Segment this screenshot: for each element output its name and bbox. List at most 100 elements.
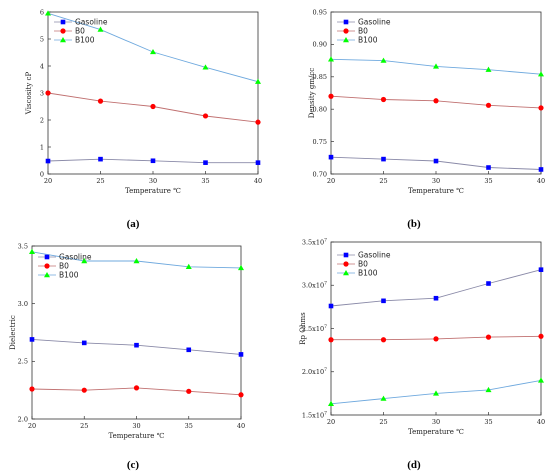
x-tick-label: 25: [379, 177, 387, 185]
y-tick-label: 0.95: [313, 8, 327, 16]
series-b0: [328, 333, 544, 343]
data-point: [538, 71, 544, 77]
legend-label: B100: [358, 36, 378, 45]
data-point: [133, 257, 140, 264]
series-b100: [328, 377, 544, 406]
series-b0: [45, 90, 261, 125]
legend-label: B100: [59, 271, 79, 280]
legend-marker: [343, 28, 349, 34]
data-point: [433, 98, 439, 104]
data-point: [185, 263, 192, 269]
data-point: [150, 48, 156, 55]
data-point: [202, 64, 209, 70]
data-point: [238, 264, 244, 271]
data-point: [380, 337, 387, 343]
series-b0: [328, 93, 544, 111]
data-point: [328, 400, 334, 406]
data-point: [538, 377, 544, 383]
x-tick-label: 35: [484, 177, 492, 185]
series-gasoline: [29, 337, 244, 357]
x-tick-label: 40: [537, 418, 545, 426]
data-point: [255, 160, 261, 165]
series-b100: [328, 56, 544, 77]
x-axis-label: Temperature ℃: [408, 428, 464, 436]
data-point: [255, 78, 261, 84]
y-tick-label: 0.90: [313, 41, 327, 49]
y-tick-label: 2.0x107: [302, 367, 327, 376]
x-tick-label: 25: [80, 422, 88, 430]
x-tick-label: 25: [96, 177, 104, 185]
x-tick-label: 35: [484, 418, 492, 426]
x-axis-label: Temperature ℃: [125, 187, 181, 195]
data-point: [328, 337, 334, 343]
data-point: [486, 165, 491, 170]
y-tick-exponent: 7: [324, 281, 327, 287]
x-tick-label: 20: [44, 177, 52, 185]
data-point: [255, 119, 261, 125]
legend-marker: [343, 270, 349, 276]
y-tick-label: 3: [40, 89, 44, 97]
y-tick-label: 1: [40, 143, 44, 151]
y-tick-label: 0.70: [313, 170, 327, 178]
data-point: [98, 156, 103, 162]
legend-label: Gasoline: [75, 18, 108, 27]
data-point: [485, 102, 492, 108]
data-point: [186, 388, 192, 394]
y-tick-label: 2: [40, 116, 44, 124]
data-point: [538, 105, 544, 111]
y-tick-label: 3.5x107: [302, 237, 327, 246]
data-point: [29, 386, 35, 392]
legend-label: B0: [358, 27, 368, 36]
y-tick-label: 3.0: [18, 300, 28, 308]
data-point: [433, 295, 439, 301]
series-gasoline: [328, 267, 544, 309]
legend-marker: [44, 272, 50, 278]
x-tick-label: 20: [327, 177, 335, 185]
legend-label: B0: [75, 27, 85, 36]
y-axis-label: Rp Ohms: [299, 312, 307, 345]
series-gasoline: [328, 154, 544, 172]
y-tick-exponent: 7: [324, 410, 327, 416]
legend-marker: [60, 28, 66, 34]
x-tick-label: 40: [237, 422, 245, 430]
data-point: [433, 63, 439, 69]
x-tick-label: 30: [132, 422, 140, 430]
legend-marker: [343, 19, 349, 25]
data-point: [328, 154, 334, 160]
y-tick-label: 0.85: [313, 73, 327, 81]
chart-d: 20 25 30 35 40 1.5x107 2.0x107 2.5x107 3.0x107 3.…: [299, 237, 545, 471]
x-axis-label: Temperature ℃: [109, 432, 165, 440]
series-gasoline: [45, 156, 261, 165]
y-tick-label: 6: [40, 8, 44, 16]
data-point: [45, 90, 51, 96]
data-point: [238, 352, 244, 357]
data-point: [380, 96, 387, 103]
y-tick-label: 2.0: [18, 415, 28, 423]
y-tick-exponent: 7: [324, 367, 327, 373]
data-point: [29, 337, 35, 342]
panel-caption: (d): [407, 459, 421, 471]
chart-a: 20 25 30 35 40 0 1 2 3 4 5 6 Temperature ℃ Viscosity …: [25, 8, 262, 230]
y-tick-label: 2.5: [18, 358, 28, 366]
x-tick-label: 40: [254, 177, 262, 185]
data-point: [97, 98, 104, 104]
data-point: [485, 386, 492, 393]
x-tick-label: 30: [432, 177, 440, 185]
data-point: [97, 26, 104, 32]
legend-marker: [343, 261, 349, 267]
data-point: [380, 57, 387, 63]
data-point: [381, 298, 386, 304]
data-point: [81, 340, 87, 346]
legend-label: B100: [358, 269, 378, 278]
data-point: [81, 387, 87, 393]
y-tick-label: 5: [40, 35, 44, 43]
y-tick-label: 0.75: [313, 138, 327, 146]
panel-caption: (c): [127, 459, 140, 471]
x-tick-label: 20: [28, 422, 36, 430]
y-tick-exponent: 7: [324, 324, 327, 330]
x-tick-label: 30: [149, 177, 157, 185]
x-tick-label: 35: [185, 422, 193, 430]
chart-b: 20 25 30 35 40 0.70 0.75 0.80 0.85 0.90 0.95 Temper…: [308, 8, 545, 230]
